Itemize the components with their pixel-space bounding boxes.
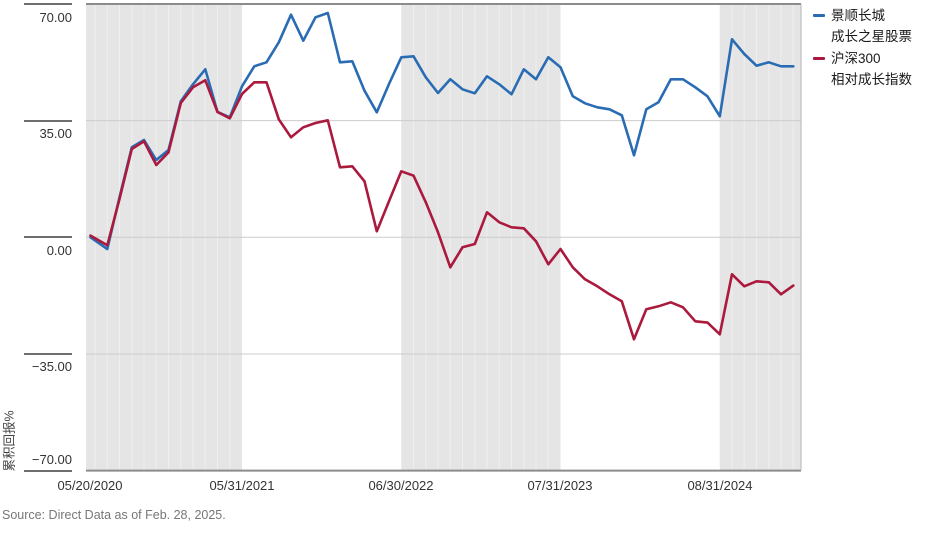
legend-item-index: 沪深300 相对成长指数 [813,48,939,90]
legend-label-line: 相对成长指数 [831,72,912,87]
legend-swatch-fund [813,14,825,17]
y-tick-label: 35.00 [39,126,72,141]
legend-label-line: 沪深300 [831,51,881,66]
y-tick-label: 0.00 [46,243,72,258]
source-note: Source: Direct Data as of Feb. 28, 2025. [2,508,226,522]
legend-label-line: 成长之星股票 [831,29,912,44]
y-tick-line [24,470,72,472]
y-tick-line [24,353,72,355]
x-tick-label: 08/31/2024 [687,478,753,493]
x-tick-label: 07/31/2023 [527,478,593,493]
y-axis-title: 累积回报% [2,410,17,472]
legend-label-line: 景顺长城 [831,8,885,23]
y-tick-label: −35.00 [31,359,72,374]
legend: 景顺长城 成长之星股票 沪深300 相对成长指数 [813,5,939,91]
legend-item-fund: 景顺长城 成长之星股票 [813,5,939,47]
y-tick-label: 70.00 [39,10,72,25]
series-line-index [89,79,795,341]
x-tick-label: 05/31/2021 [209,478,275,493]
legend-swatch-index [813,57,825,60]
legend-label-index: 沪深300 相对成长指数 [831,48,912,90]
x-tick-label: 06/30/2022 [368,478,434,493]
y-tick-line [24,120,72,122]
y-tick-line [24,236,72,238]
x-tick-label: 05/20/2020 [57,478,123,493]
y-tick-label: −70.00 [31,452,72,467]
series-line-fund [89,11,795,251]
y-tick-line [24,3,72,5]
legend-label-fund: 景顺长城 成长之星股票 [831,5,912,47]
